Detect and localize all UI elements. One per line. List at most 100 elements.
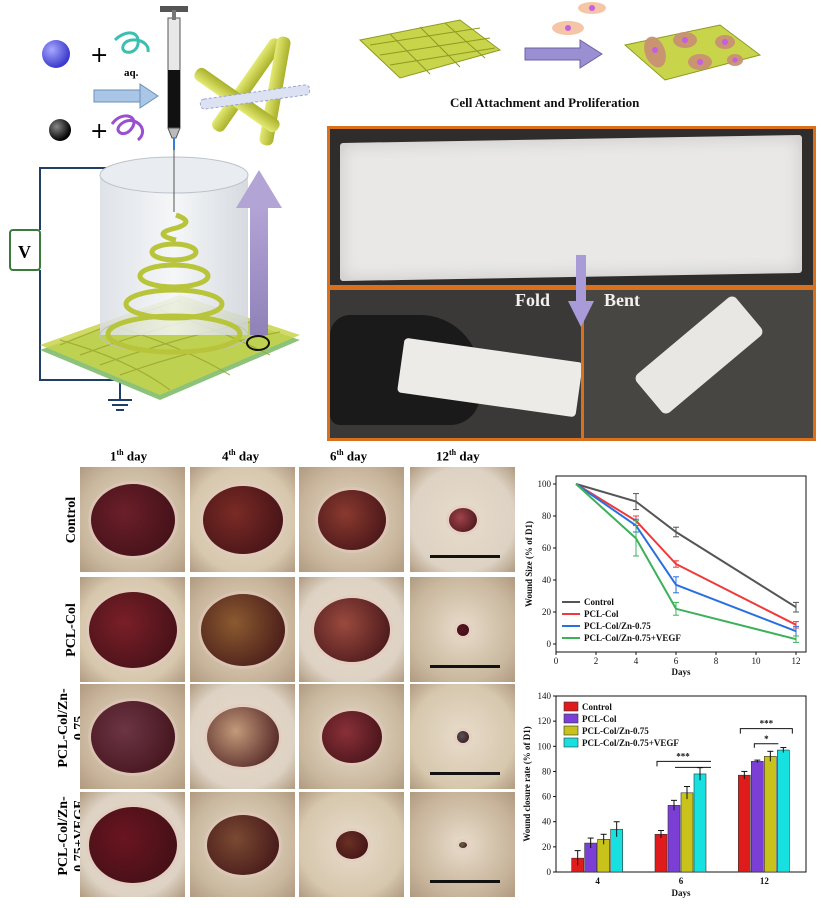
wound-area [90,483,175,556]
significance-bracket [656,760,711,767]
row-label-control: Control [64,496,79,544]
wound-area [335,830,368,859]
wound-photo [410,684,515,789]
legend-label: PCL-Col/Zn-0.75+VEGF [582,738,679,748]
legend-label: PCL-Col/Zn-0.75 [584,621,651,631]
bar [738,774,751,873]
legend-swatch [563,737,579,748]
scaffold-mat-icon [358,19,502,79]
fold-photo-frame: Fold [327,287,584,441]
bent-photo-frame: Bent [581,287,816,441]
y-tick-label: 80 [542,511,552,521]
significance-label: *** [760,719,774,729]
highlight-circle [246,335,270,351]
cell-attachment-caption: Cell Attachment and Proliferation [450,95,640,110]
spiral-fiber-icon [105,212,243,355]
y-tick-label: 60 [542,792,552,802]
scale-bar [430,665,500,668]
polymer-squiggle-icon [113,31,150,54]
y-tick-label: 40 [542,575,552,585]
wound-photo [190,577,295,682]
x-tick-label: 6 [674,656,679,666]
voltage-source-icon [9,229,41,271]
wound-photo [299,467,404,572]
significance-label: * [764,734,769,744]
y-tick-label: 60 [542,543,552,553]
wound-area [317,489,386,550]
wound-photo [410,792,515,897]
legend-label: Control [584,597,614,607]
series-line [575,483,797,633]
y-tick-label: 100 [538,741,552,751]
blue-particle-icon [42,40,70,68]
svg-text:+: + [90,43,108,68]
significance-bracket [739,728,793,734]
fiber-rods-icon [194,36,311,146]
x-tick-label: 0 [554,656,559,666]
electrospinning-drawing: + aq. + V [9,6,311,411]
aq-label: aq. [124,67,139,79]
legend-label: PCL-Col [584,609,619,619]
x-tick-label: 12 [792,656,801,666]
x-tick-label: 4 [634,656,639,666]
wound-photo [190,792,295,897]
y-tick-label: 140 [538,691,552,701]
bar [693,773,707,873]
bar [751,761,764,873]
bent-label: Bent [604,290,640,310]
significance-bracket [753,743,779,748]
wound-area [206,706,279,767]
x-tick-label: 8 [714,656,719,666]
bar [777,749,790,873]
y-tick-label: 0 [547,639,552,649]
wound-area [206,814,279,875]
significance-label: *** [676,751,690,761]
wound-closure-bar-chart: 0 20 40 60 80 100 120 140 Days Wound closure rate… [522,691,807,898]
scale-bar [430,555,500,558]
x-tick-label: 10 [752,656,762,666]
down-arrow-icon [568,255,594,327]
y-tick-label: 120 [538,716,552,726]
y-tick-label: 100 [538,479,552,489]
legend-label: PCL-Col [582,714,617,724]
wound-photo [299,577,404,682]
wound-photo [80,467,185,572]
x-tick-label: 2 [594,656,599,666]
svg-text:+: + [90,119,108,144]
day-header-12: 12th day [436,448,480,464]
legend-swatch [563,713,579,724]
wound-area [321,710,382,763]
wound-area [88,591,177,668]
wound-photo [190,467,295,572]
legend-label: PCL-Col/Zn-0.75+VEGF [584,633,681,643]
wound-photo [410,577,515,682]
y-tick-label: 40 [542,817,552,827]
scale-bar [430,880,500,883]
electrospinning-schematic: + aq. + V [0,0,330,440]
bar [654,833,668,873]
bar [680,792,694,873]
wound-area [90,700,175,773]
wound-area [88,806,177,883]
wound-area [313,597,390,662]
scale-bar [430,772,500,775]
wound-photo [80,684,185,789]
series-line [575,483,797,626]
wound-size-line-chart: 0 2 4 6 8 10 12 0 20 40 60 80 100 Days Wound Size (% o… [524,475,807,677]
wound-area [448,507,477,532]
purple-polymer-icon [110,114,145,142]
bent-mat-photo [633,294,765,416]
wound-area [456,730,469,743]
voltage-label: V [18,242,31,262]
flat-mat-photo-frame [327,126,816,288]
x-tick-label: 4 [595,876,600,886]
fold-label: Fold [515,290,551,310]
cell-attachment-schematic: Cell Attachment and Proliferation [340,0,821,118]
black-particle-icon [49,119,71,141]
wound-photo [299,684,404,789]
legend-label: PCL-Col/Zn-0.75 [582,726,649,736]
wound-area [202,485,283,554]
wound-photo [410,467,515,572]
wound-photo [80,792,185,897]
day-header-4: 4th day [222,448,260,464]
